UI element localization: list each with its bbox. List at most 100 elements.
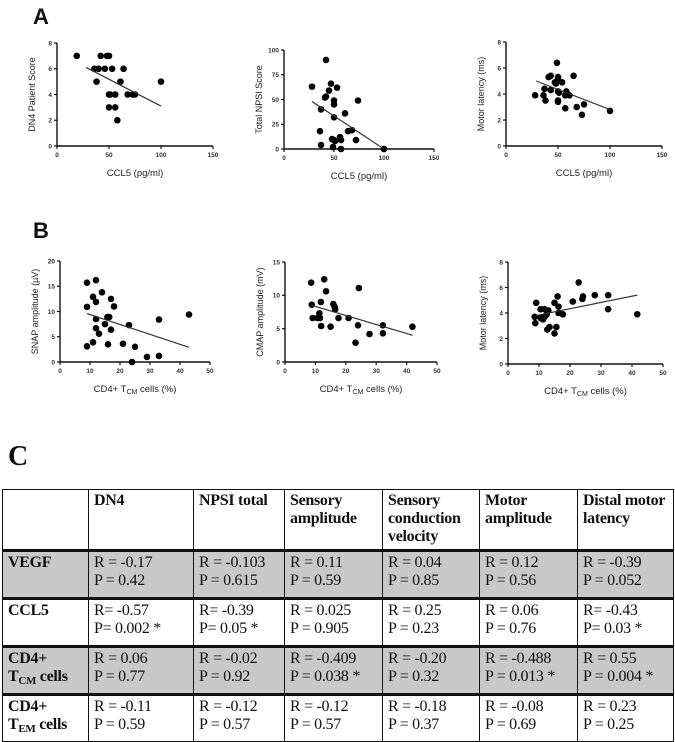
x-tick-label: 40: [403, 368, 411, 375]
data-point: [354, 322, 362, 329]
data-point: [316, 314, 324, 322]
data-point: [83, 343, 91, 350]
data-point: [110, 303, 118, 310]
data-point: [578, 111, 586, 119]
data-point: [107, 326, 115, 333]
p-value: P = 0.32: [388, 668, 439, 685]
data-point: [92, 324, 100, 332]
correlation-cell: R = -0.11 P = 0.59: [88, 694, 194, 742]
x-tick-label: 150: [429, 155, 440, 162]
data-point: [108, 65, 116, 73]
x-tick-label: 0: [55, 152, 59, 159]
data-point: [569, 298, 577, 305]
data-point: [111, 91, 119, 98]
correlation-cell: R = 0.025 P = 0.905: [284, 598, 383, 648]
correlation-cell: R = -0.39 P = 0.052: [577, 550, 674, 600]
r-value: R = -0.488: [485, 650, 552, 667]
p-value: P = 0.59: [290, 572, 341, 589]
data-point: [379, 330, 387, 337]
p-value: P = 0.004 *: [583, 668, 654, 685]
panel-label-c: C: [8, 441, 29, 472]
data-point: [331, 137, 339, 145]
y-tick-label: 0: [499, 361, 503, 368]
correlation-cell: R = -0.20 P = 0.32: [382, 646, 480, 696]
x-axis-label-part: cells (%): [588, 386, 627, 397]
data-point: [547, 72, 555, 80]
r-value: R = 0.11: [290, 554, 343, 571]
data-point: [604, 305, 612, 313]
r-value: R = -0.11: [94, 698, 152, 715]
data-point: [341, 110, 349, 117]
p-value: P = 0.59: [94, 716, 145, 733]
column-header: Distal motor latency: [577, 489, 674, 552]
data-point: [98, 289, 106, 296]
data-point: [633, 310, 641, 318]
y-axis-label: Total NPSI Score: [254, 65, 264, 134]
p-value: P = 0.57: [290, 716, 341, 733]
data-point: [120, 65, 127, 73]
data-point: [331, 306, 339, 313]
correlation-cell: R = -0.488 P = 0.013 *: [479, 646, 578, 696]
column-header: DN4: [88, 489, 194, 552]
correlation-cell: R = 0.12 P = 0.56: [479, 550, 578, 600]
x-tick-label: 150: [208, 152, 219, 159]
data-point: [591, 291, 599, 299]
data-point: [329, 143, 337, 151]
data-point: [531, 319, 539, 327]
r-value: R= -0.43: [583, 602, 638, 619]
correlation-cell: R = -0.17 P = 0.42: [88, 550, 194, 600]
scatter-plot-4: 0 10 20 30 40 50 0 5 10 15 20 CD4+ TCM cells (%) SNA…: [30, 258, 214, 396]
data-point: [322, 93, 330, 100]
correlation-cell: R = -0.08 P = 0.69: [479, 694, 578, 742]
data-point: [119, 340, 127, 348]
x-axis-label-part: CD4+ T: [94, 384, 127, 395]
column-header: Sensory conduction velocity: [382, 489, 480, 552]
data-point: [128, 358, 136, 366]
data-point: [322, 288, 330, 295]
data-point: [89, 293, 97, 301]
p-value: P= 0.03 *: [583, 620, 643, 637]
x-tick-label: 50: [659, 370, 667, 377]
p-value: P = 0.25: [583, 716, 634, 733]
data-point: [143, 353, 151, 361]
table-header-row: DN4 NPSI total Sensory amplitude Sensory co…: [2, 489, 674, 552]
x-axis-label-part: CM: [352, 389, 363, 396]
correlation-table: DN4 NPSI total Sensory amplitude Sensory co…: [2, 489, 674, 742]
x-tick-label: 20: [342, 368, 350, 375]
data-point: [322, 56, 330, 64]
regression-line: [536, 294, 638, 317]
x-tick-label: 50: [206, 368, 214, 375]
data-point: [555, 303, 562, 310]
x-axis-label-part: CD4+ T: [320, 384, 353, 395]
data-point: [542, 97, 549, 104]
x-tick-label: 30: [146, 368, 154, 375]
subscript: EM: [18, 723, 36, 735]
y-tick-label: 50: [272, 97, 280, 104]
correlation-cell: R = 0.04 P = 0.85: [382, 550, 480, 600]
data-point: [106, 91, 114, 98]
y-tick-label: 4: [48, 92, 52, 99]
y-tick-label: 0: [51, 359, 55, 366]
x-axis-label: CD4+ TCM cells (%): [544, 386, 627, 398]
y-tick-label: 8: [499, 259, 503, 266]
y-tick-label: 25: [272, 122, 280, 129]
data-point: [83, 303, 91, 311]
data-point: [95, 65, 102, 73]
y-axis-label: CMAP amplitude (mV): [255, 267, 265, 356]
data-point: [546, 323, 553, 331]
r-value: R = -0.08: [485, 698, 544, 715]
p-value: P = 0.23: [388, 620, 439, 637]
correlation-cell: R = -0.409 P = 0.038 *: [284, 646, 383, 696]
data-point: [553, 59, 561, 67]
data-point: [317, 298, 325, 306]
column-header: Motor amplitude: [479, 489, 578, 552]
x-tick-label: 100: [156, 152, 167, 159]
data-point: [131, 343, 139, 351]
data-point: [554, 98, 562, 106]
y-tick-label: 0: [497, 143, 501, 150]
data-point: [558, 79, 566, 86]
data-point: [117, 78, 124, 85]
correlation-cell: R= -0.39 P= 0.05 *: [193, 598, 285, 648]
data-point: [114, 116, 121, 124]
data-point: [105, 313, 113, 321]
